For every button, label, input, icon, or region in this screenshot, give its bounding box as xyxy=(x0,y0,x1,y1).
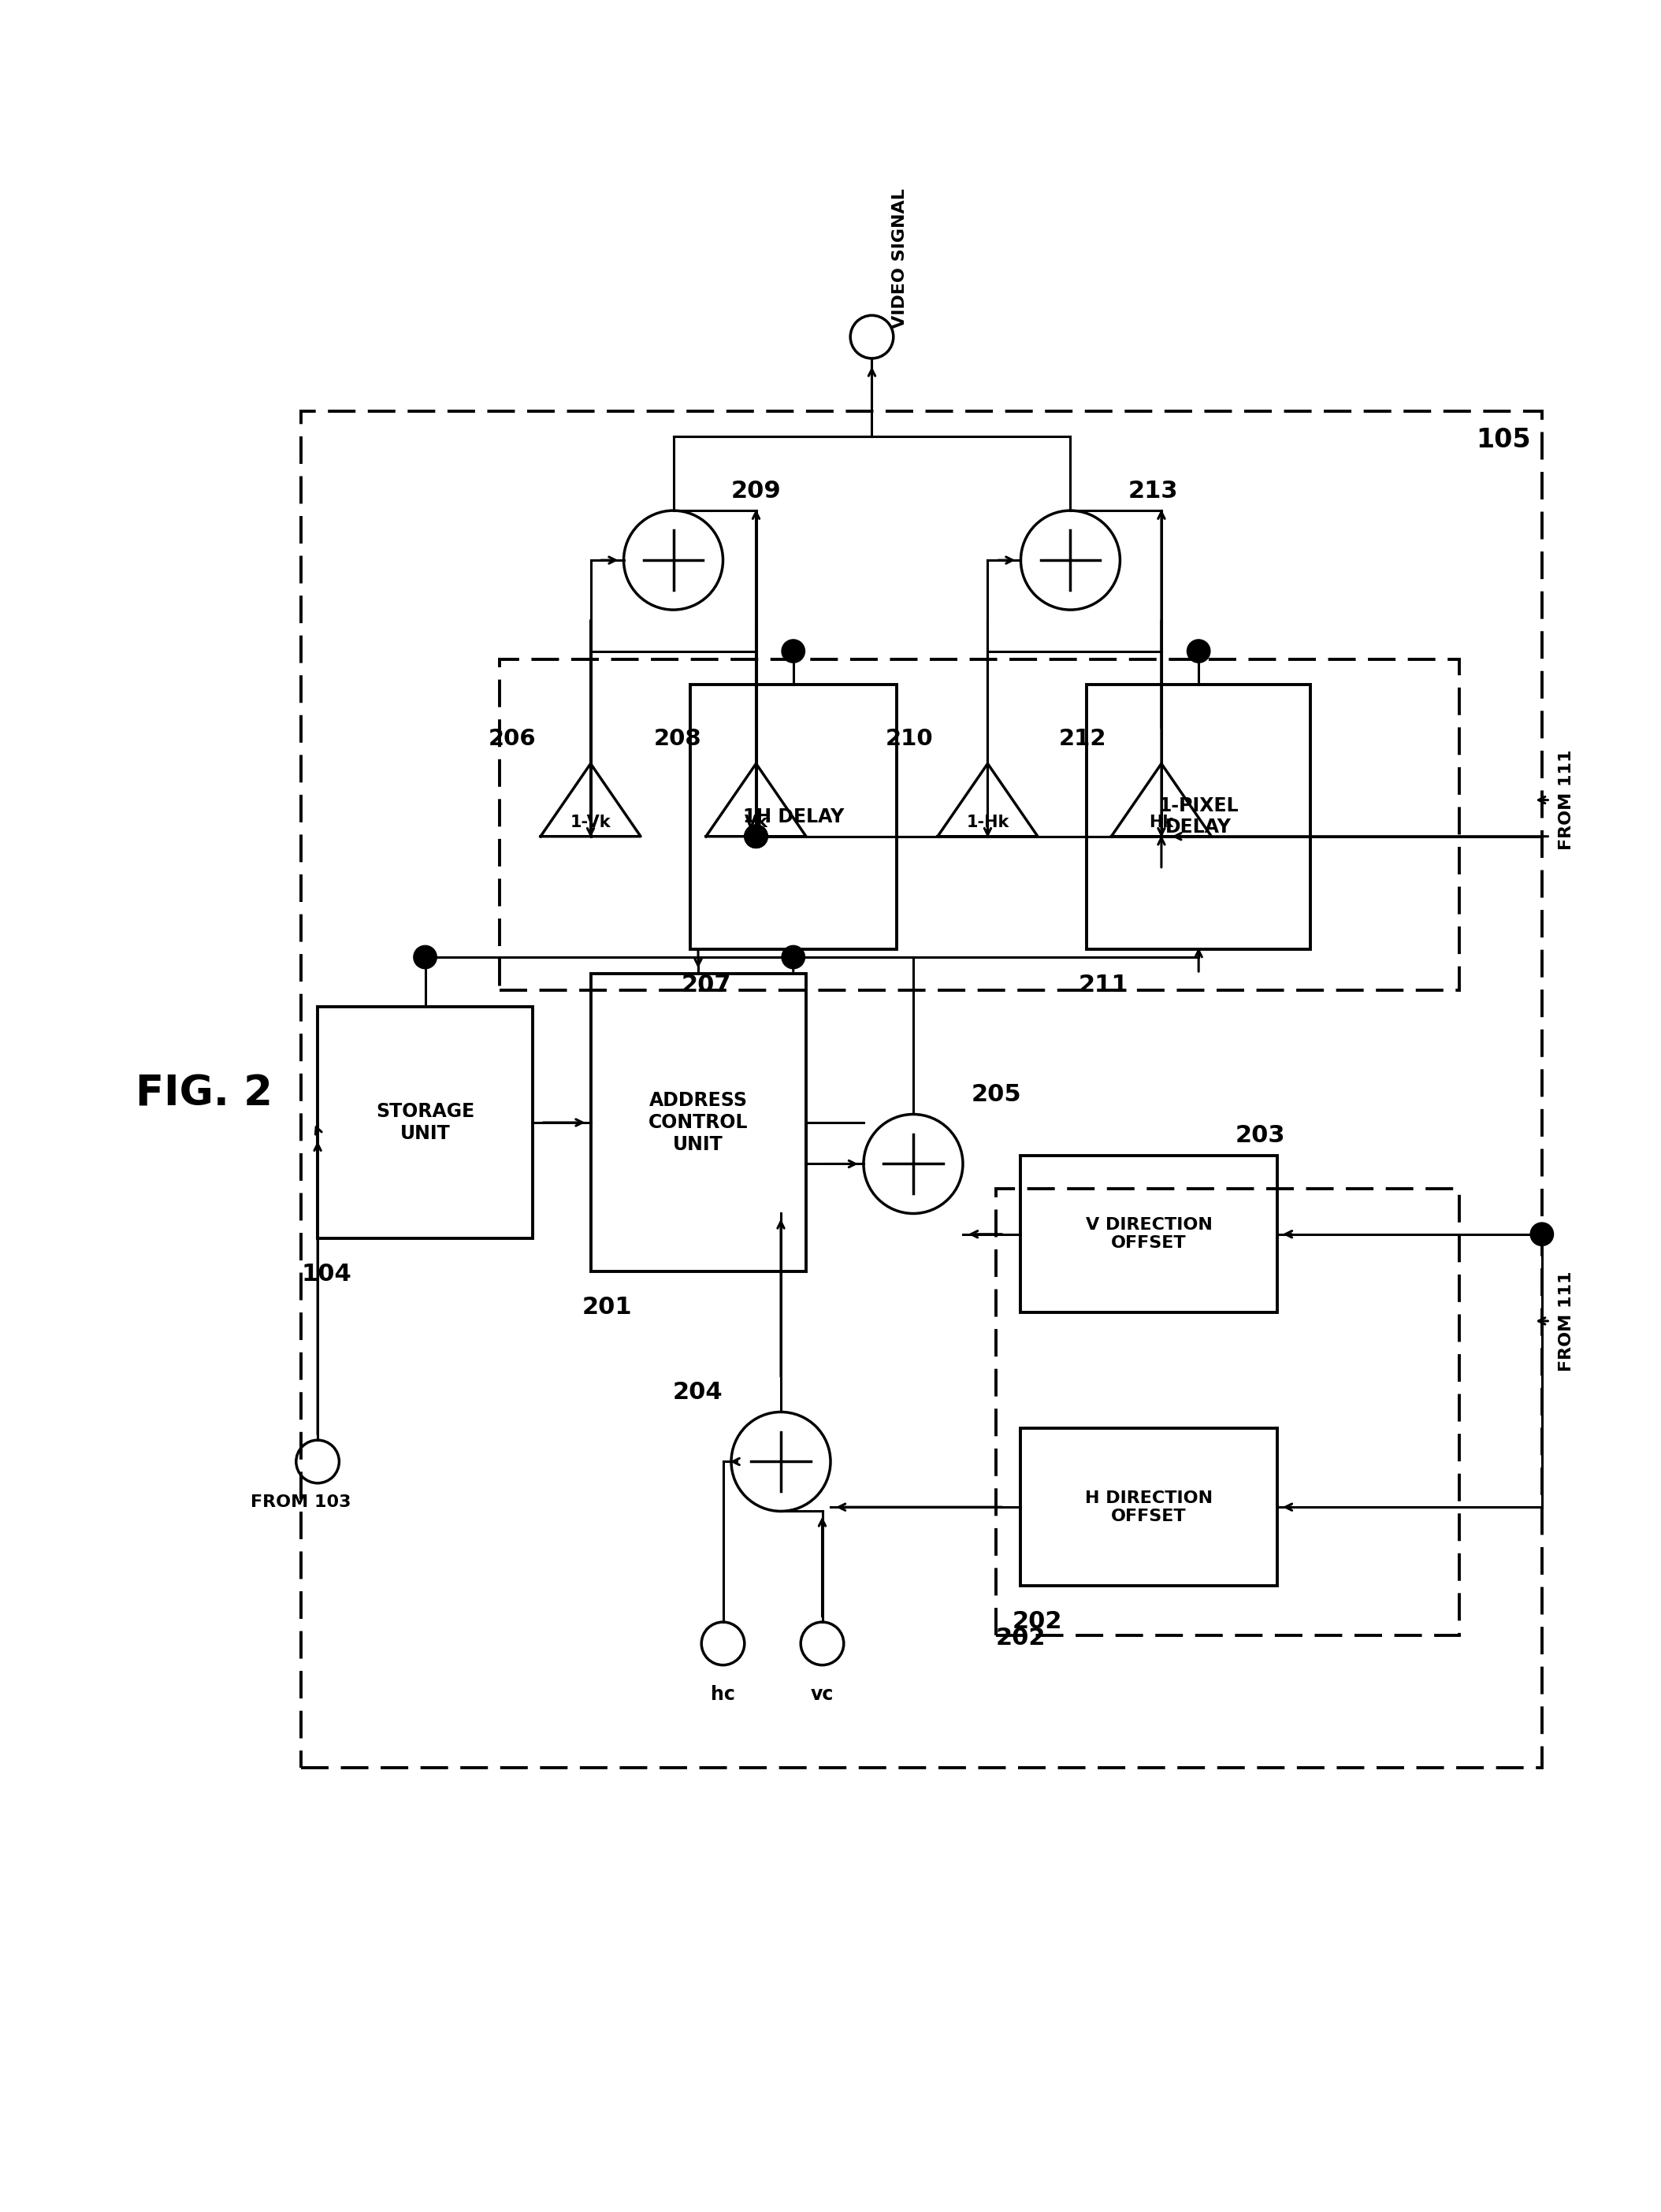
Text: 1H DELAY: 1H DELAY xyxy=(742,807,844,825)
Text: ADDRESS
CONTROL
UNIT: ADDRESS CONTROL UNIT xyxy=(648,1091,747,1155)
Text: 211: 211 xyxy=(1078,973,1129,998)
Text: 1-Hk: 1-Hk xyxy=(967,814,1010,832)
Text: H DIRECTION
OFFSET: H DIRECTION OFFSET xyxy=(1085,1491,1213,1524)
Text: STORAGE
UNIT: STORAGE UNIT xyxy=(375,1102,475,1144)
Text: 208: 208 xyxy=(654,728,701,750)
Text: 210: 210 xyxy=(885,728,933,750)
Bar xyxy=(500,659,1458,991)
Circle shape xyxy=(1188,639,1211,664)
Bar xyxy=(689,684,897,949)
Bar xyxy=(997,1188,1458,1635)
Circle shape xyxy=(744,825,767,847)
Text: 207: 207 xyxy=(681,973,731,998)
Circle shape xyxy=(782,945,806,969)
Text: 203: 203 xyxy=(1236,1124,1286,1148)
Text: 209: 209 xyxy=(731,480,781,502)
Text: FIG. 2: FIG. 2 xyxy=(136,1073,272,1115)
Text: V DIRECTION
OFFSET: V DIRECTION OFFSET xyxy=(1086,1217,1213,1252)
Text: FROM 103: FROM 103 xyxy=(251,1495,352,1511)
Text: 202: 202 xyxy=(997,1628,1046,1650)
Circle shape xyxy=(744,825,767,847)
Text: 206: 206 xyxy=(488,728,537,750)
Text: VIDEO SIGNAL: VIDEO SIGNAL xyxy=(892,188,907,330)
Bar xyxy=(1086,684,1311,949)
Bar xyxy=(1022,1429,1277,1586)
Bar xyxy=(591,973,806,1272)
Bar xyxy=(317,1006,533,1239)
Text: 202: 202 xyxy=(1013,1610,1063,1632)
Text: 201: 201 xyxy=(583,1296,633,1318)
Text: FROM 111: FROM 111 xyxy=(1558,750,1575,849)
Text: 1-PIXEL
DELAY: 1-PIXEL DELAY xyxy=(1159,796,1239,836)
Text: 205: 205 xyxy=(972,1084,1022,1106)
Text: FROM 111: FROM 111 xyxy=(1558,1272,1575,1371)
Text: 213: 213 xyxy=(1128,480,1178,502)
Circle shape xyxy=(782,639,806,664)
Text: vc: vc xyxy=(811,1686,834,1703)
Text: 105: 105 xyxy=(1475,427,1530,453)
Text: hc: hc xyxy=(711,1686,736,1703)
Text: 212: 212 xyxy=(1060,728,1106,750)
Circle shape xyxy=(1530,1223,1553,1245)
Text: 104: 104 xyxy=(301,1263,352,1285)
Bar xyxy=(301,411,1541,1767)
Text: Hk: Hk xyxy=(1149,814,1174,832)
Text: 1-Vk: 1-Vk xyxy=(570,814,611,832)
Bar xyxy=(1022,1155,1277,1312)
Text: 204: 204 xyxy=(673,1380,723,1405)
Circle shape xyxy=(414,945,437,969)
Text: Vk: Vk xyxy=(744,814,767,832)
